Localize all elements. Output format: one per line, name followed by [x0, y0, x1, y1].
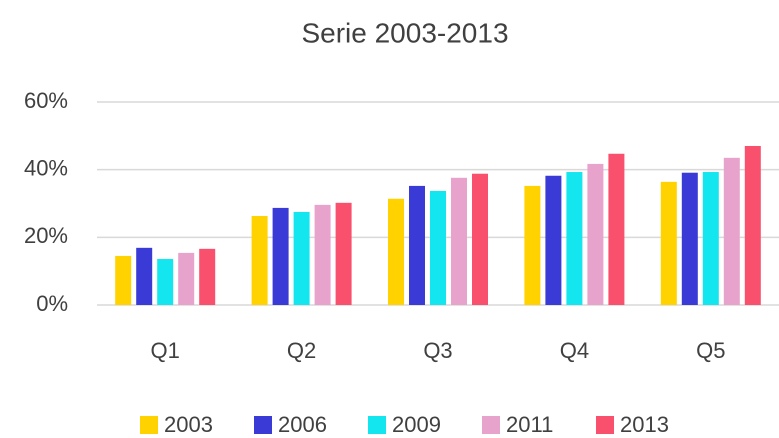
- bar: [199, 248, 216, 305]
- legend-label: 2003: [164, 412, 213, 437]
- bar: [430, 190, 446, 305]
- bar: [587, 163, 604, 305]
- bar: [388, 198, 404, 305]
- bar: [472, 173, 488, 305]
- x-tick-label: Q4: [560, 338, 589, 363]
- bar: [545, 175, 562, 305]
- bar: [178, 252, 195, 305]
- bar: [115, 255, 132, 305]
- bar: [451, 177, 467, 305]
- legend-swatch: [368, 416, 386, 434]
- legend-label: 2006: [278, 412, 327, 437]
- bar: [335, 202, 352, 305]
- bar: [272, 207, 289, 305]
- bar: [723, 157, 740, 305]
- x-tick-label: Q5: [696, 338, 725, 363]
- y-tick-label: 20%: [24, 223, 68, 248]
- y-tick-label: 60%: [24, 88, 68, 113]
- legend-label: 2009: [392, 412, 441, 437]
- bar: [566, 172, 583, 305]
- x-tick-label: Q2: [287, 338, 316, 363]
- bar: [660, 181, 677, 305]
- bar: [157, 258, 174, 305]
- chart-title: Serie 2003-2013: [301, 17, 508, 48]
- bar: [608, 153, 625, 305]
- bar: [524, 185, 541, 305]
- legend-swatch: [596, 416, 614, 434]
- x-tick-label: Q3: [423, 338, 452, 363]
- bar: [293, 211, 310, 305]
- x-tick-label: Q1: [151, 338, 180, 363]
- bar: [314, 204, 331, 305]
- legend-swatch: [482, 416, 500, 434]
- bar: [409, 185, 425, 305]
- bar: [744, 145, 761, 305]
- legend-swatch: [254, 416, 272, 434]
- bar: [681, 172, 698, 305]
- legend-label: 2011: [506, 412, 553, 437]
- y-tick-label: 0%: [36, 291, 68, 316]
- y-tick-label: 40%: [24, 155, 68, 180]
- bar: [251, 216, 268, 305]
- legend-label: 2013: [620, 412, 669, 437]
- bar: [136, 247, 153, 305]
- legend-swatch: [140, 416, 158, 434]
- bar: [702, 172, 719, 305]
